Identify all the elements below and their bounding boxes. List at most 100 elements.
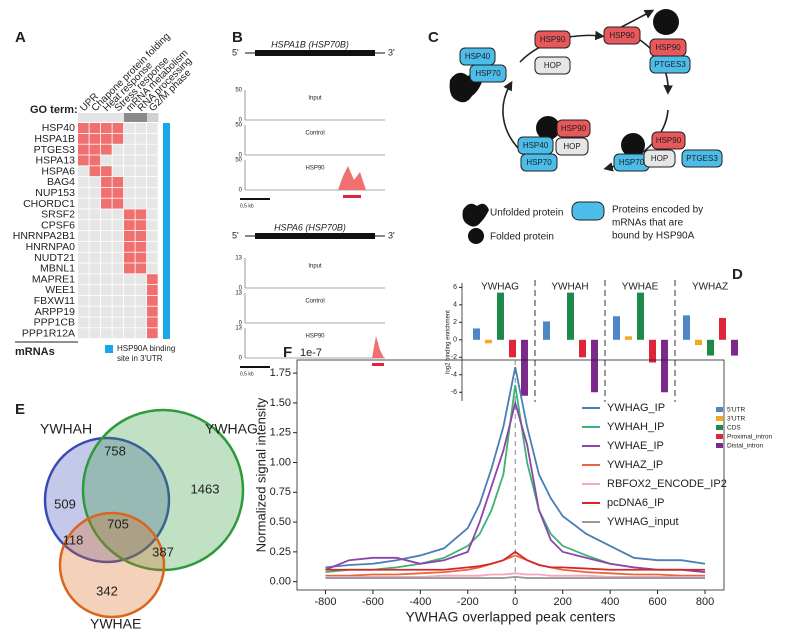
heatmap-cell [101, 166, 112, 177]
series-line [325, 572, 706, 578]
row-label: PPP1R12A [22, 327, 75, 339]
heatmap-cell [135, 133, 147, 144]
heatmap-cell [101, 123, 112, 133]
panel-label: A [15, 29, 26, 46]
heatmap-cell [135, 166, 147, 177]
heatmap-cell [78, 166, 89, 177]
category-label: YWHAH [551, 282, 588, 293]
protein-label: HSP70 [475, 69, 501, 78]
protein-box [534, 56, 571, 75]
legend-unfolded: Unfolded protein [490, 208, 563, 219]
lane-name: Control [305, 131, 324, 137]
heatmap-cell [101, 274, 112, 285]
heatmap-cell [101, 220, 112, 231]
gene-name: HSPA6 (HSP70B) [274, 222, 346, 232]
y-tick-label: 1.00 [270, 456, 291, 468]
heatmap-cell [112, 209, 124, 220]
lane-name: HSP90 [305, 166, 325, 172]
legend-label: YWHAG_IP [607, 402, 665, 414]
heatmap-cell [124, 306, 135, 317]
heatmap-cell [112, 285, 124, 295]
lane-top: 13 [235, 326, 242, 332]
heatmap-cell [78, 274, 89, 285]
protein-label: PTGES3 [686, 154, 718, 163]
heatmap-cell [101, 306, 112, 317]
go-label: GO term: [30, 104, 78, 116]
bar [509, 339, 516, 358]
protein-label: HSP40 [523, 141, 549, 150]
lane-bottom: 0 [239, 188, 243, 194]
heatmap-cell [89, 241, 101, 252]
heatmap-cell [78, 263, 89, 274]
heatmap-cell [89, 231, 101, 241]
heatmap-cell [112, 231, 124, 241]
panel-label: C [428, 29, 439, 46]
heatmap-cell [112, 198, 124, 209]
heatmap-cell [124, 285, 135, 295]
heatmap-cell [124, 328, 135, 339]
lane-name: Input [308, 264, 322, 270]
heatmap-cell [101, 198, 112, 209]
row-label: HSP40 [42, 122, 75, 134]
unfolded-protein [462, 203, 489, 227]
folded-protein [468, 228, 484, 244]
heatmap-cell [78, 198, 89, 209]
heatmap-cell [124, 263, 135, 274]
heatmap-cell [89, 317, 101, 328]
lane-bottom: 0 [239, 286, 243, 292]
series-line [325, 366, 706, 569]
protein-label: HOP [563, 142, 580, 151]
venn-count: 1463 [191, 481, 220, 496]
heatmap-cell [78, 209, 89, 220]
heatmap-cell [112, 274, 124, 285]
plot-frame [296, 359, 725, 591]
y-tick-label: -4 [451, 372, 457, 379]
bar [649, 339, 656, 363]
heatmap-cell [135, 328, 147, 339]
column-header-box [89, 113, 101, 122]
panel-label: D [732, 266, 743, 283]
protein-label: HSP40 [465, 52, 491, 61]
protein-box [651, 131, 686, 150]
y-tick-label: 2 [453, 319, 457, 326]
protein-label: HOP [544, 61, 561, 70]
heatmap-cell [147, 166, 158, 177]
panel-label: F [283, 344, 292, 361]
heatmap-cell [147, 263, 158, 274]
protein-box [469, 64, 507, 83]
heatmap-cell [78, 241, 89, 252]
venn-count: 342 [96, 583, 118, 598]
bar [683, 315, 690, 340]
bar [543, 321, 550, 340]
heatmap-cell [147, 295, 158, 306]
heatmap-cell [135, 187, 147, 198]
lane-top: 13 [235, 291, 242, 297]
legend-label: Distal_intron [727, 443, 764, 450]
row-label: CHORDC1 [23, 198, 75, 210]
heatmap-cell [112, 166, 124, 177]
row-label: PPP1CB [34, 317, 75, 329]
legend-label: CDS [727, 425, 741, 432]
heatmap-cell [147, 252, 158, 263]
legend-label: HSP90A binding [117, 344, 175, 353]
legend-label: pcDNA6_IP [607, 497, 664, 509]
heatmap-cell [124, 317, 135, 328]
lane-name: HSP90 [305, 334, 325, 340]
venn-count: 758 [104, 443, 126, 458]
heatmap-cell [101, 328, 112, 339]
heatmap-cell [135, 123, 147, 133]
row-label: WEE1 [45, 284, 75, 296]
signal-peak [338, 166, 366, 190]
y-tick-label: 4 [453, 302, 457, 309]
heatmap-cell [101, 209, 112, 220]
x-axis-label: YWHAG overlapped peak centers [405, 609, 615, 625]
heatmap-cell [147, 306, 158, 317]
row-label: SRSF2 [41, 209, 75, 221]
legend-bound: mRNAs that are [612, 218, 684, 229]
row-label: HSPA1B [34, 133, 75, 145]
bar [473, 328, 480, 340]
bar [591, 339, 598, 393]
peak-call [372, 363, 384, 366]
legend-label: RBFOX2_ENCODE_IP2 [607, 478, 727, 490]
heatmap-cell [89, 295, 101, 306]
